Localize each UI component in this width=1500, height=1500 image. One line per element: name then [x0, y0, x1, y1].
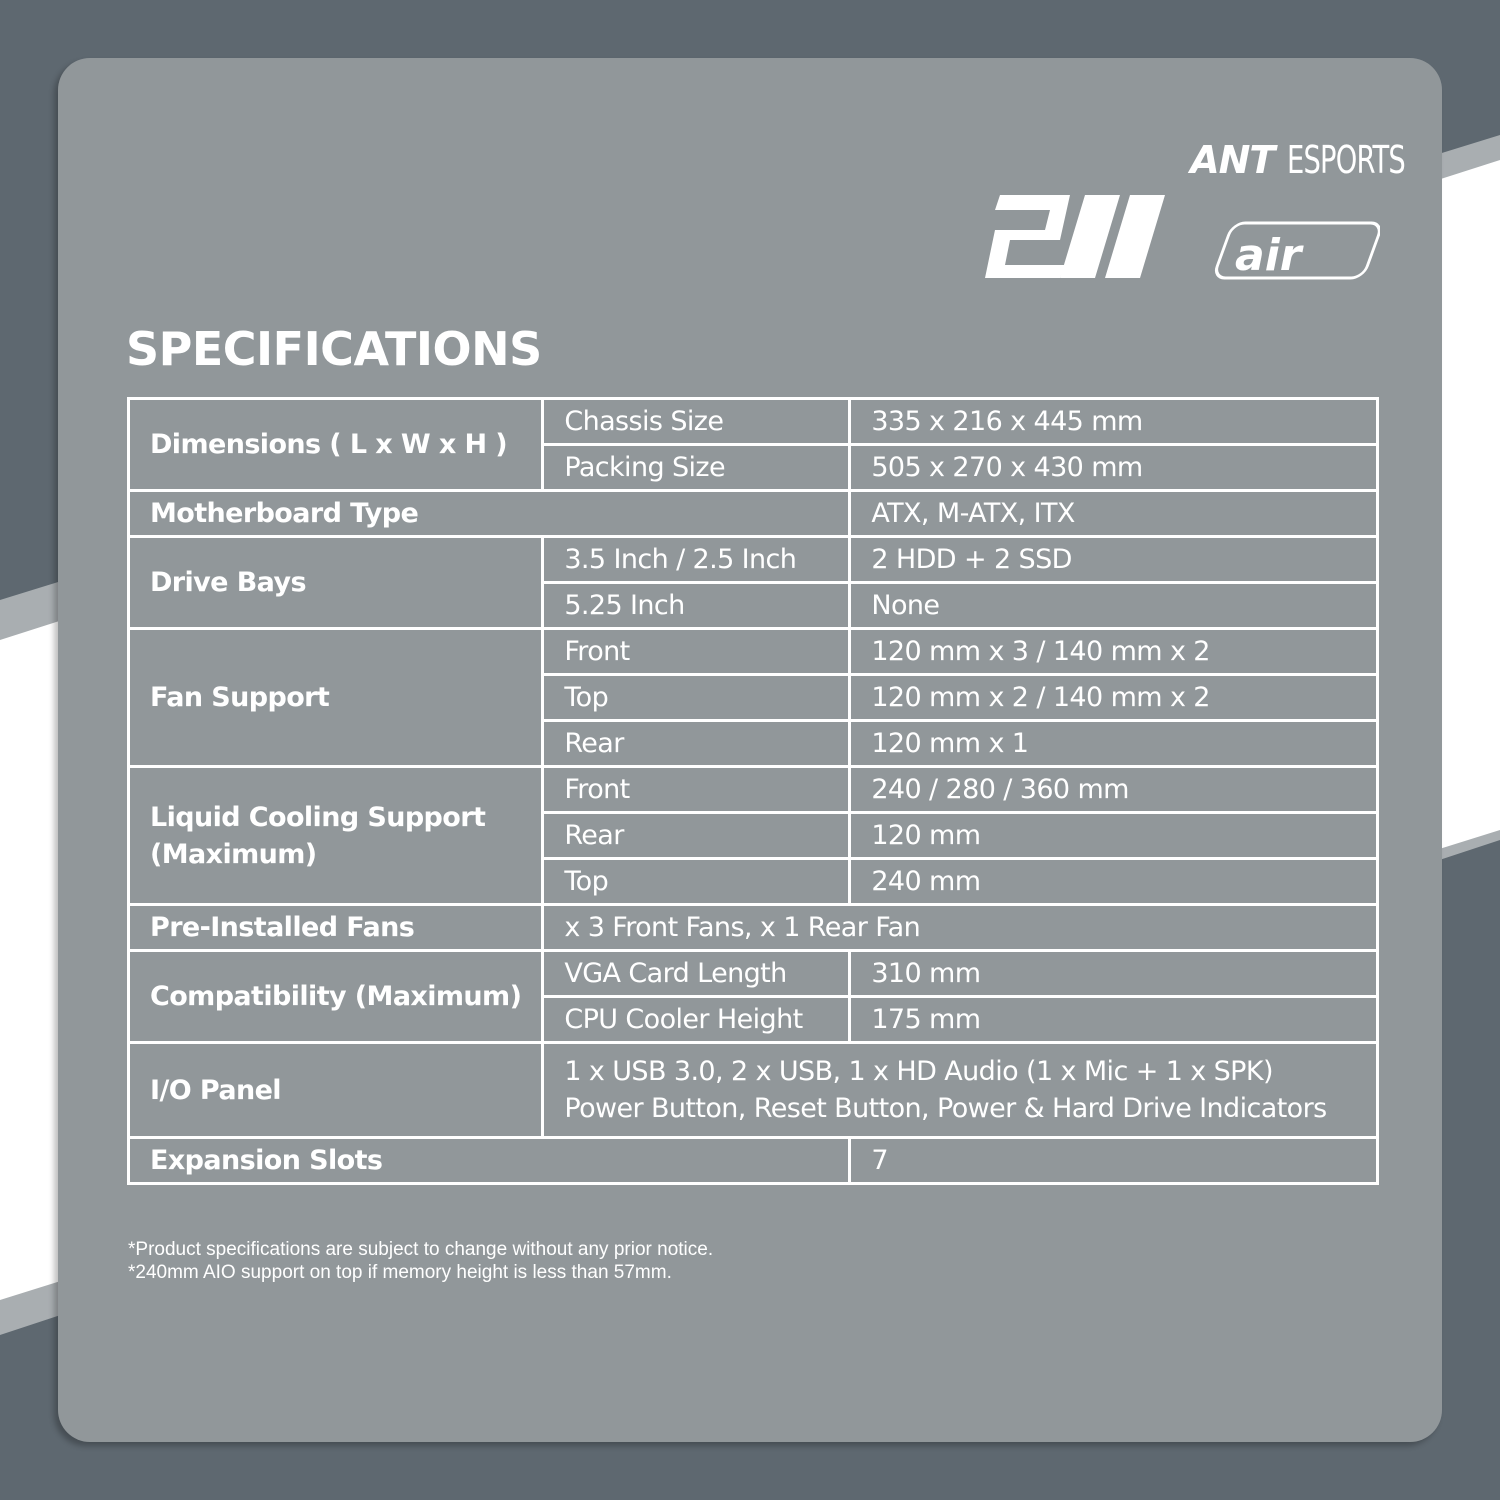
- row-header: Liquid Cooling Support (Maximum): [126, 765, 545, 906]
- sub-label: VGA Card Length: [541, 949, 852, 998]
- brand-ant: ANT: [1190, 138, 1275, 182]
- value: 1 x USB 3.0, 2 x USB, 1 x HD Audio (1 x …: [541, 1041, 1379, 1139]
- sub-label: Top: [541, 857, 852, 906]
- value: 7: [848, 1136, 1379, 1185]
- table-row: Rear 120 mm x 1: [129, 719, 1379, 768]
- value: 505 x 270 x 430 mm: [848, 443, 1379, 492]
- sub-label: Top: [541, 673, 852, 722]
- sub-label: CPU Cooler Height: [541, 995, 852, 1044]
- table-row: Drive Bays 3.5 Inch / 2.5 Inch 2 HDD + 2…: [126, 535, 1379, 630]
- row-header: Dimensions ( L x W x H ): [126, 397, 545, 492]
- row-header: Pre-Installed Fans: [126, 903, 545, 952]
- sub-label: Rear: [541, 811, 852, 860]
- value: 240 / 280 / 360 mm: [848, 765, 1379, 814]
- table-row: Rear 120 mm: [129, 811, 1379, 860]
- table-row: Compatibility (Maximum) VGA Card Length …: [126, 949, 1379, 1044]
- brand-esports: ESPORTS: [1286, 138, 1406, 182]
- row-header: Motherboard Type: [126, 489, 852, 538]
- footnotes: *Product specifications are subject to c…: [128, 1238, 713, 1284]
- table-row: Top 120 mm x 2 / 140 mm x 2: [129, 673, 1379, 722]
- row-header: Expansion Slots: [126, 1136, 852, 1185]
- table-row: Liquid Cooling Support (Maximum) Front 2…: [126, 765, 1379, 906]
- sub-label: Front: [541, 627, 852, 676]
- sub-label: 5.25 Inch: [541, 581, 852, 630]
- value: 310 mm: [848, 949, 1379, 998]
- footnote: *240mm AIO support on top if memory heig…: [128, 1262, 672, 1283]
- value: ATX, M-ATX, ITX: [848, 489, 1379, 538]
- table-row: Expansion Slots 7: [126, 1136, 1379, 1185]
- value: 120 mm x 1: [848, 719, 1379, 768]
- sub-label: Rear: [541, 719, 852, 768]
- value: 120 mm x 3 / 140 mm x 2: [848, 627, 1379, 676]
- value: 175 mm: [848, 995, 1379, 1044]
- value: x 3 Front Fans, x 1 Rear Fan: [541, 903, 1379, 952]
- row-header: Fan Support: [126, 627, 545, 768]
- brand-name: ANT ESPORTS: [1190, 138, 1434, 182]
- footnote: *Product specifications are subject to c…: [128, 1239, 714, 1260]
- table-row: I/O Panel 1 x USB 3.0, 2 x USB, 1 x HD A…: [126, 1041, 1379, 1139]
- sub-label: Chassis Size: [541, 397, 852, 446]
- table-row: 5.25 Inch None: [129, 581, 1379, 630]
- value: None: [848, 581, 1379, 630]
- table-row: Packing Size 505 x 270 x 430 mm: [129, 443, 1379, 492]
- row-header: I/O Panel: [126, 1041, 545, 1139]
- table-row: Top 240 mm: [129, 857, 1379, 906]
- svg-text:air: air: [1235, 230, 1304, 281]
- table-row: Motherboard Type ATX, M-ATX, ITX: [126, 489, 1379, 538]
- sub-label: 3.5 Inch / 2.5 Inch: [541, 535, 852, 584]
- model-logo: air: [985, 195, 1380, 281]
- value: 120 mm x 2 / 140 mm x 2: [848, 673, 1379, 722]
- table-row: CPU Cooler Height 175 mm: [129, 995, 1379, 1044]
- value: 2 HDD + 2 SSD: [848, 535, 1379, 584]
- value: 120 mm: [848, 811, 1379, 860]
- table-row: Fan Support Front 120 mm x 3 / 140 mm x …: [126, 627, 1379, 768]
- sub-label: Front: [541, 765, 852, 814]
- row-header: Compatibility (Maximum): [126, 949, 545, 1044]
- sub-label: Packing Size: [541, 443, 852, 492]
- row-header: Drive Bays: [126, 535, 545, 630]
- page-title: SPECIFICATIONS: [126, 322, 542, 376]
- spec-table: Dimensions ( L x W x H ) Chassis Size 33…: [126, 397, 1379, 1185]
- table-row: Pre-Installed Fans x 3 Front Fans, x 1 R…: [126, 903, 1379, 952]
- value: 335 x 216 x 445 mm: [848, 397, 1379, 446]
- value: 240 mm: [848, 857, 1379, 906]
- table-row: Dimensions ( L x W x H ) Chassis Size 33…: [126, 397, 1379, 492]
